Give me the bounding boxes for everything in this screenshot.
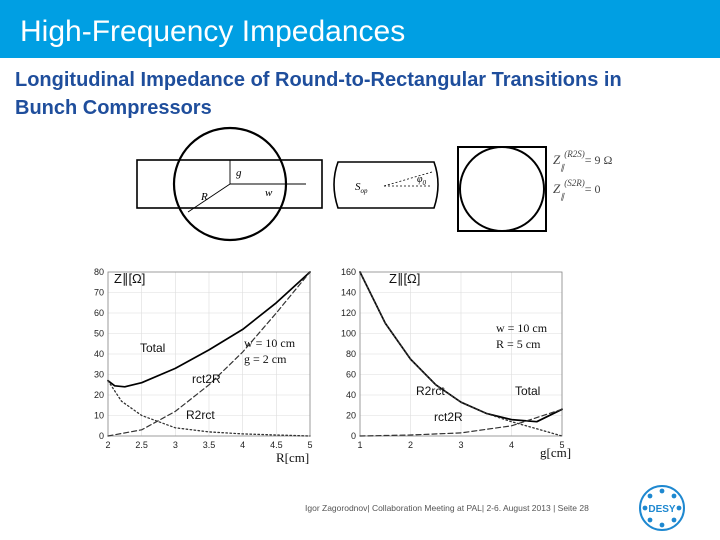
label-w: w	[265, 187, 273, 199]
left-series-label-total: Total	[140, 341, 165, 355]
right-series-rct2R	[359, 408, 563, 437]
left-ytick-label: 60	[94, 308, 104, 318]
left-ytick-label: 0	[99, 431, 104, 441]
left-series-Total	[107, 271, 311, 388]
desy-logo: DESY	[639, 485, 685, 531]
right-xtick-label: 2	[408, 440, 413, 450]
title-bar: High-Frequency Impedances	[0, 0, 720, 58]
left-series-label-rct2R: rct2R	[192, 372, 221, 386]
impedance-values: Z∥(R2S)= 9 Ω Z∥(S2R)= 0	[553, 149, 613, 201]
left-series-R2rct	[107, 380, 311, 437]
label-g: g	[236, 167, 242, 179]
left-param-g: g = 2 cm	[244, 352, 287, 366]
right-ytick-label: 140	[341, 288, 356, 298]
left-xtick-label: 5	[307, 440, 312, 450]
right-ytick-label: 80	[346, 349, 356, 359]
left-param-w: w = 10 cm	[244, 336, 296, 350]
right-ytick-label: 0	[351, 431, 356, 441]
left-xtick-label: 2	[105, 440, 110, 450]
right-xtick-label: 4	[509, 440, 514, 450]
transition-sketch: Sop φ0	[333, 161, 439, 209]
left-ytick-label: 40	[94, 349, 104, 359]
right-ytick-label: 160	[341, 267, 356, 277]
impedance-vs-g-chart: 0 20 40 60 80 100 120 140 160 1 2 3 4 5 Z∥[Ω] w = 10 …	[341, 267, 571, 460]
left-xtick-label: 4.5	[270, 440, 283, 450]
left-xlabel: R[cm]	[276, 450, 309, 465]
z-s2r-label: Z∥(S2R)= 0	[553, 178, 601, 201]
z-r2s-label: Z∥(R2S)= 9 Ω	[553, 149, 613, 172]
footer-text: Igor Zagorodnov| Collaboration Meeting a…	[305, 503, 589, 513]
left-xtick-label: 2.5	[135, 440, 148, 450]
left-ytick-label: 10	[94, 411, 104, 421]
left-xtick-label: 4	[240, 440, 245, 450]
left-ylabel: Z∥[Ω]	[114, 271, 145, 286]
left-xtick-label: 3	[173, 440, 178, 450]
right-param-R: R = 5 cm	[496, 337, 541, 351]
label-R: R	[200, 191, 208, 203]
left-ytick-label: 20	[94, 390, 104, 400]
right-param-w: w = 10 cm	[496, 321, 548, 335]
left-ytick-label: 50	[94, 329, 104, 339]
left-ytick-label: 30	[94, 370, 104, 380]
right-xtick-label: 1	[357, 440, 362, 450]
cross-section-sketch: g w R	[136, 126, 323, 242]
left-ytick-label: 70	[94, 288, 104, 298]
right-series-label-rct2R: rct2R	[434, 410, 463, 424]
right-xtick-label: 5	[559, 440, 564, 450]
left-xtick-label: 3.5	[203, 440, 216, 450]
right-xlabel: g[cm]	[540, 445, 571, 460]
right-ytick-label: 100	[341, 329, 356, 339]
slide-subtitle: Longitudinal Impedance of Round-to-Recta…	[15, 69, 622, 119]
label-sop: Sop	[355, 181, 368, 195]
left-series-rct2R	[107, 271, 311, 437]
right-series-R2rct	[359, 271, 563, 437]
left-ytick-label: 80	[94, 267, 104, 277]
label-phi: φ0	[417, 174, 427, 187]
circle-in-square-sketch	[457, 146, 547, 232]
right-series-label-R2rct: R2rct	[416, 384, 445, 398]
left-series-label-R2rct: R2rct	[186, 408, 215, 422]
right-ytick-label: 20	[346, 411, 356, 421]
right-ytick-label: 120	[341, 308, 356, 318]
slide-title: High-Frequency Impedances	[20, 15, 406, 48]
right-axes-frame	[359, 271, 563, 437]
impedance-vs-R-chart: 0 10 20 30 40 50 60 70 80 2 2.5 3 3.5 4 4.5 5 Z∥[Ω] Tot…	[94, 267, 313, 465]
right-xtick-label: 3	[458, 440, 463, 450]
right-ylabel: Z∥[Ω]	[389, 271, 420, 286]
left-axes-frame	[107, 271, 311, 437]
right-ytick-label: 60	[346, 370, 356, 380]
desy-logo-text: DESY	[648, 504, 676, 515]
right-ytick-label: 40	[346, 390, 356, 400]
right-series-label-total: Total	[515, 384, 540, 398]
